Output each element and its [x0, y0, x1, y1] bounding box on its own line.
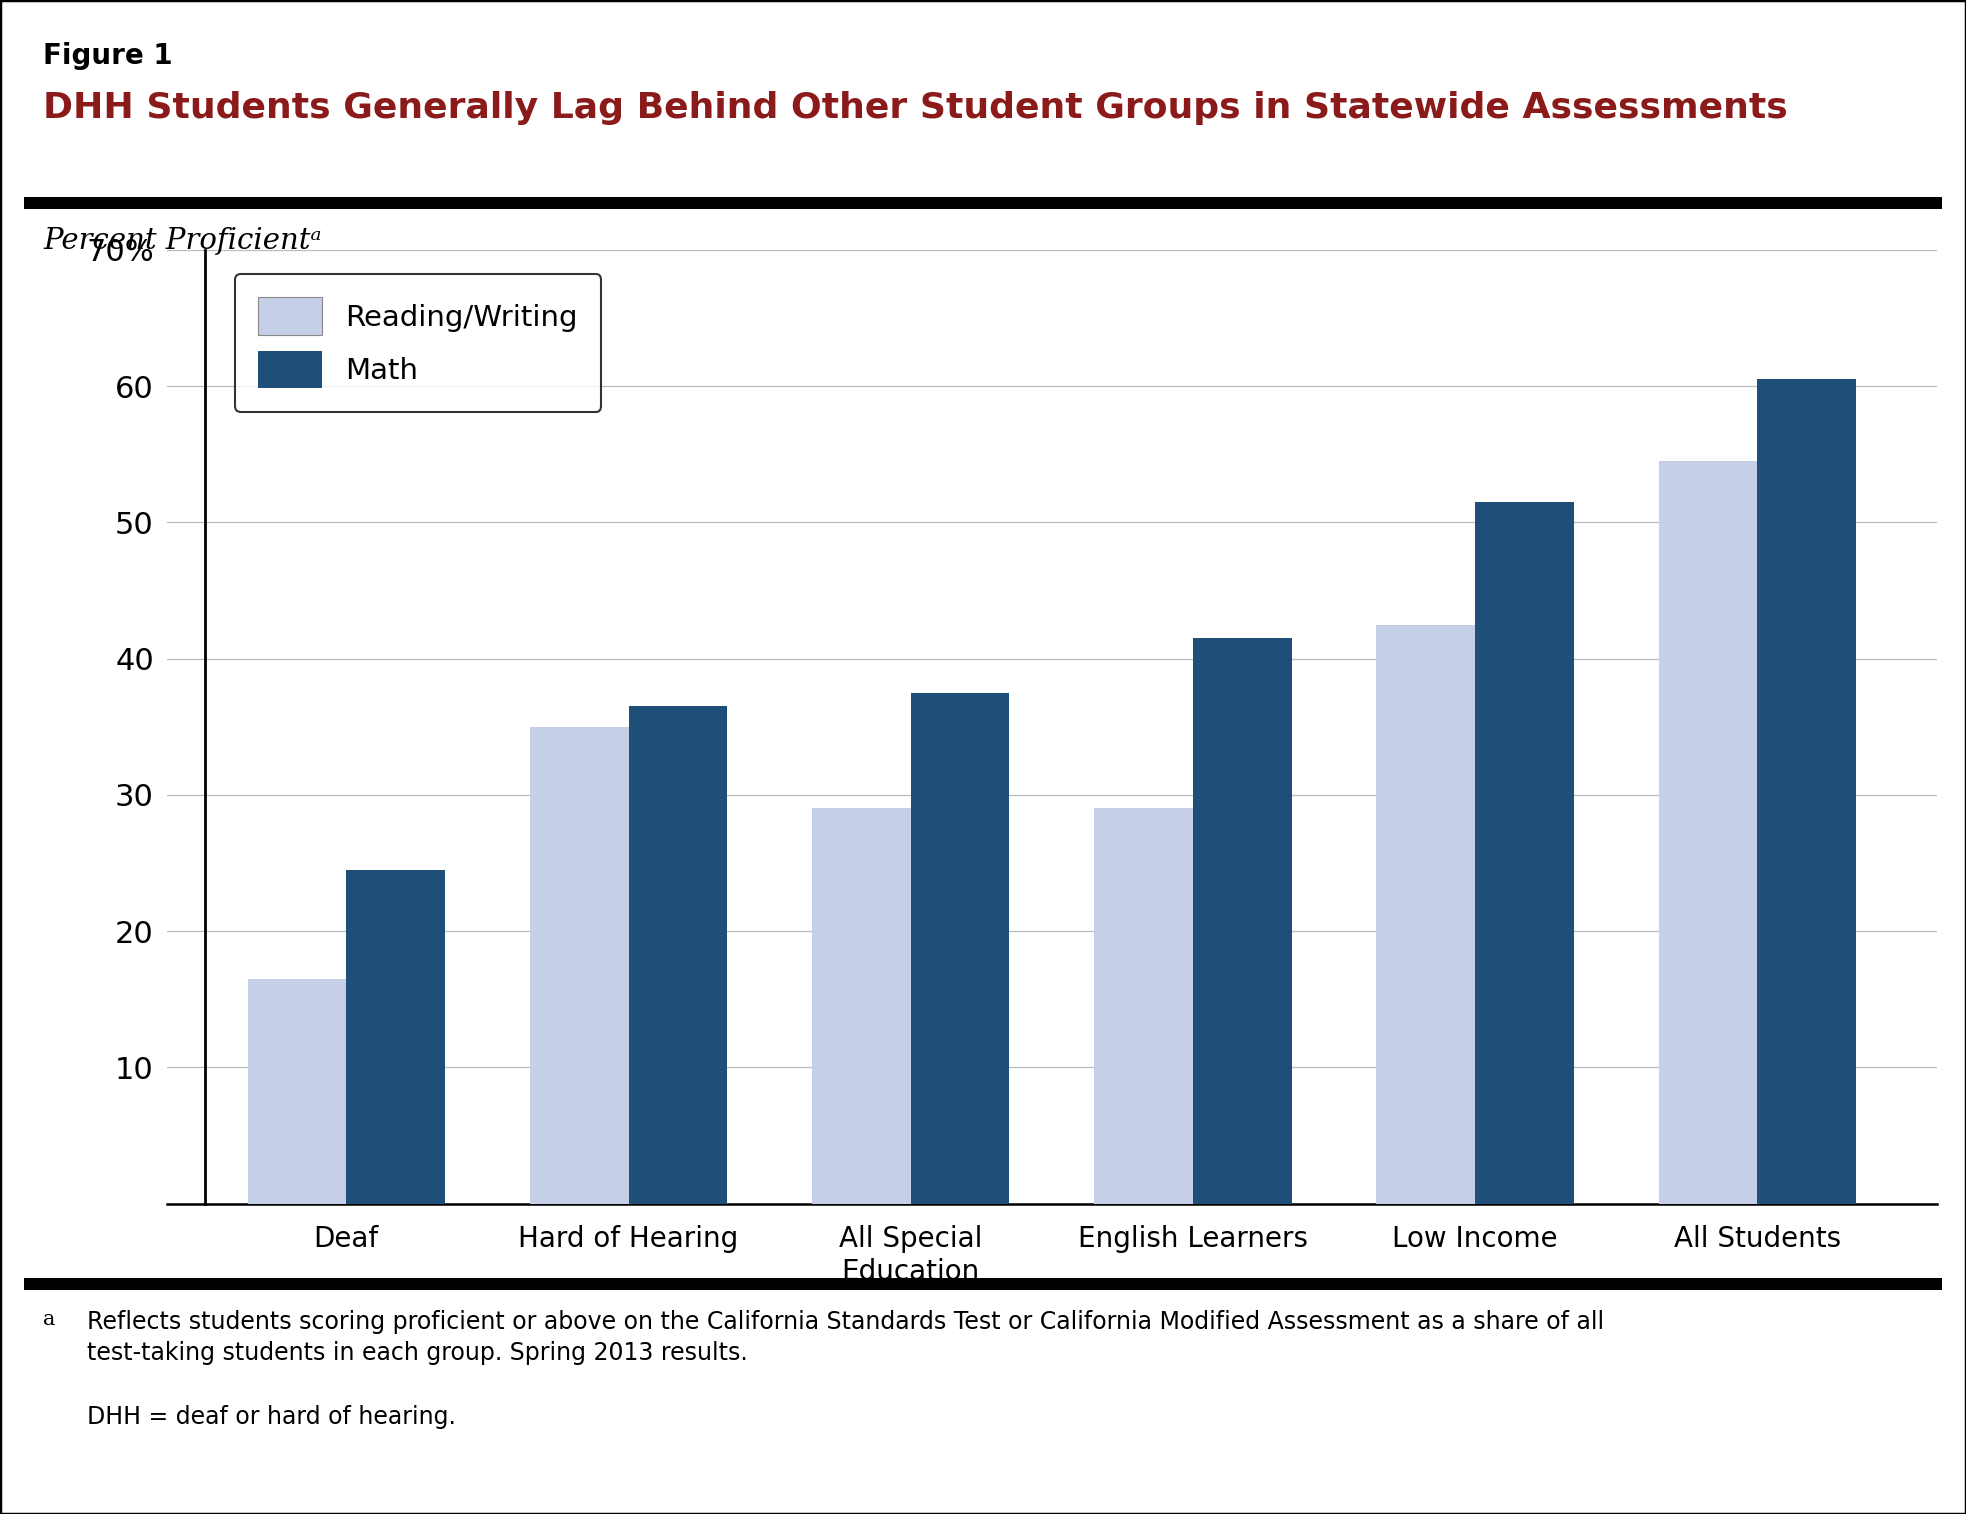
Bar	[1659, 460, 1758, 1204]
Legend: Reading/Writing, Math: Reading/Writing, Math	[234, 274, 602, 412]
Bar	[1193, 639, 1292, 1204]
Bar	[346, 869, 444, 1204]
Text: a: a	[43, 1310, 55, 1329]
Text: Percent Proficientᵃ: Percent Proficientᵃ	[43, 227, 322, 254]
Bar	[1095, 808, 1193, 1204]
Bar	[1758, 380, 1856, 1204]
Text: Figure 1: Figure 1	[43, 42, 173, 70]
Bar	[529, 727, 629, 1204]
Bar	[248, 980, 346, 1204]
Text: DHH = deaf or hard of hearing.: DHH = deaf or hard of hearing.	[87, 1405, 456, 1429]
Bar	[910, 693, 1009, 1204]
Bar	[629, 706, 727, 1204]
Bar	[1474, 503, 1575, 1204]
Bar	[1376, 624, 1474, 1204]
Text: Reflects students scoring proficient or above on the California Standards Test o: Reflects students scoring proficient or …	[87, 1310, 1604, 1366]
Bar	[812, 808, 910, 1204]
Text: DHH Students Generally Lag Behind Other Student Groups in Statewide Assessments: DHH Students Generally Lag Behind Other …	[43, 91, 1787, 124]
